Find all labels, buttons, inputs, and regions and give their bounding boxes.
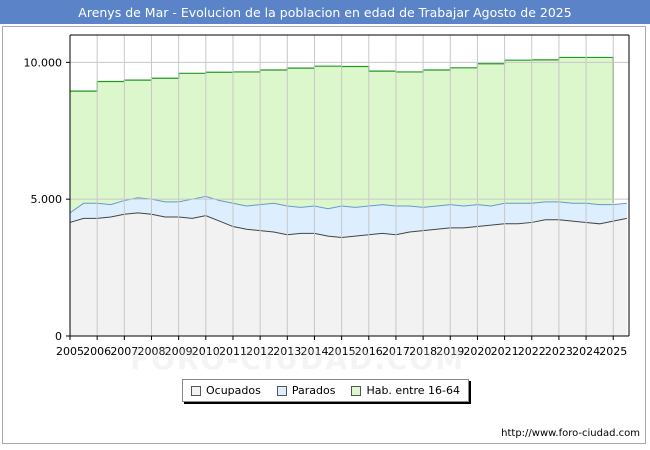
legend-label-ocupados: Ocupados [205,384,261,397]
x-tick-label: 2012 [246,345,274,358]
x-tick-label: 2022 [518,345,546,358]
x-tick-label: 2014 [300,345,328,358]
chart-title: Arenys de Mar - Evolucion de la poblacio… [0,0,650,24]
x-tick-label: 2008 [137,345,165,358]
x-tick-label: 2011 [219,345,247,358]
legend-item-ocupados[interactable]: Ocupados [190,384,261,397]
legend-swatch-ocupados [190,385,201,396]
x-tick-label: 2020 [463,345,491,358]
legend: Ocupados Parados Hab. entre 16-64 [182,379,469,402]
ocupados-area [70,212,627,336]
x-tick-label: 2025 [599,345,627,358]
y-tick-label: 0 [55,330,62,343]
x-tick-label: 2006 [83,345,111,358]
x-tick-label: 2009 [165,345,193,358]
x-tick-label: 2024 [572,345,600,358]
legend-item-parados[interactable]: Parados [276,384,336,397]
y-tick-label: 5.000 [31,193,63,206]
ocupados-line [69,212,627,238]
legend-swatch-hab [351,385,362,396]
legend-item-hab[interactable]: Hab. entre 16-64 [351,384,460,397]
legend-label-parados: Parados [291,384,336,397]
legend-label-hab: Hab. entre 16-64 [366,384,460,397]
x-tick-label: 2017 [382,345,410,358]
x-tick-label: 2015 [328,345,356,358]
x-tick-label: 2005 [56,345,84,358]
legend-swatch-parados [276,385,287,396]
source-link[interactable]: http://www.foro-ciudad.com [501,428,640,439]
x-tick-label: 2023 [545,345,573,358]
y-tick-label: 10.000 [24,56,63,69]
chart-frame [2,26,646,444]
watermark: FORO-CIUDAD.COM [130,343,466,376]
x-tick-label: 2013 [273,345,301,358]
x-tick-label: 2007 [110,345,138,358]
x-tick-label: 2018 [409,345,437,358]
x-tick-label: 2016 [355,345,383,358]
x-tick-label: 2021 [491,345,519,358]
parados-line [69,195,627,214]
x-tick-label: 2010 [192,345,220,358]
x-tick-label: 2019 [436,345,464,358]
